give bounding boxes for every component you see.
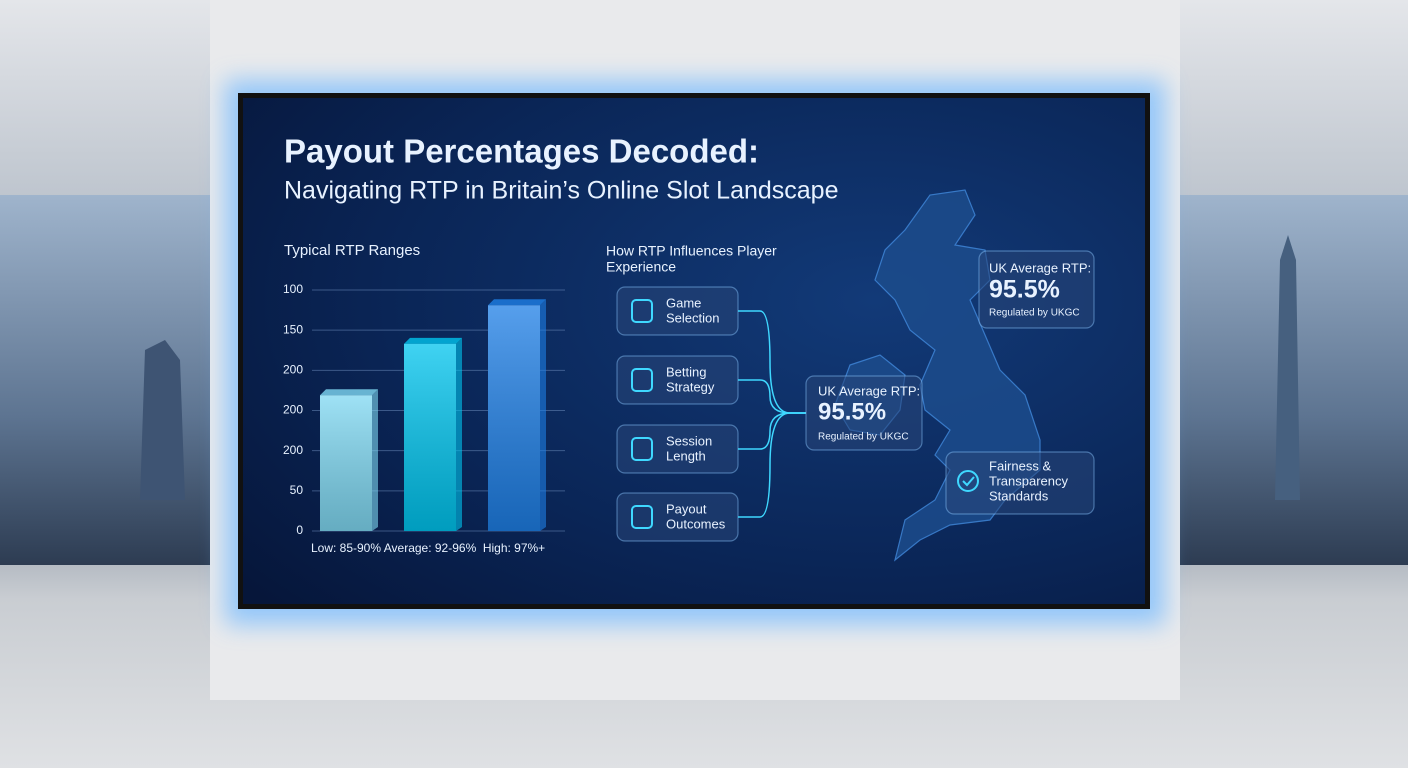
flow-item-label: Betting <box>666 364 706 379</box>
flow-item-label: Strategy <box>666 379 715 394</box>
tower <box>1275 235 1300 500</box>
connector <box>738 412 806 450</box>
rtp-card <box>978 250 1095 329</box>
flow-icon <box>631 299 653 323</box>
flow-item-label: Outcomes <box>666 516 726 531</box>
standards-line: Fairness & <box>989 458 1051 473</box>
bar-side <box>456 337 462 531</box>
rtp-label: UK Average RTP: <box>989 260 1091 275</box>
bar-top <box>488 299 546 306</box>
y-tick-label: 200 <box>283 403 303 417</box>
y-tick-label: 0 <box>296 523 303 537</box>
y-tick-label: 150 <box>283 322 303 336</box>
title: Payout Percentages Decoded: <box>284 133 759 170</box>
flow-item-label: Selection <box>666 310 719 325</box>
bar-side <box>372 389 378 531</box>
standards-card <box>945 451 1095 515</box>
rtp-note: Regulated by UKGC <box>989 308 1080 319</box>
bar-side <box>540 299 546 531</box>
flow-icon <box>631 505 653 529</box>
bar-top <box>320 389 378 396</box>
chart-title: Typical RTP Ranges <box>284 242 420 259</box>
flow-icon <box>631 368 653 392</box>
result-value: 95.5% <box>818 398 886 425</box>
connector <box>738 379 806 414</box>
result-note: Regulated by UKGC <box>818 432 909 443</box>
flow-title: Experience <box>606 259 676 275</box>
tower <box>140 340 185 500</box>
bar-shade <box>320 395 372 531</box>
rtp-value: 95.5% <box>989 276 1060 304</box>
x-tick-label: Average: 92-96% <box>384 541 477 555</box>
bar-top <box>404 337 462 344</box>
standards-line: Transparency <box>989 473 1068 488</box>
standards-line: Standards <box>989 488 1049 503</box>
y-tick-label: 200 <box>283 443 303 457</box>
flow-item-label: Length <box>666 448 706 463</box>
flow-item-label: Payout <box>666 501 707 516</box>
flow-item-label: Session <box>666 433 712 448</box>
result-card <box>805 375 923 451</box>
bar-shade <box>404 343 456 531</box>
result-label: UK Average RTP: <box>818 383 920 398</box>
subtitle: Navigating RTP in Britain’s Online Slot … <box>284 177 839 205</box>
y-tick-label: 50 <box>290 483 304 497</box>
y-tick-label: 200 <box>283 363 303 377</box>
x-tick-label: Low: 85-90% <box>311 541 381 555</box>
y-tick-label: 100 <box>283 282 303 296</box>
connector <box>738 310 806 414</box>
check-mark <box>962 476 975 487</box>
bar-shade <box>488 305 540 531</box>
connector <box>738 412 806 518</box>
flow-item-label: Game <box>666 295 701 310</box>
check-icon <box>957 470 979 492</box>
flow-icon <box>631 437 653 461</box>
flow-title: How RTP Influences Player <box>606 243 777 259</box>
x-tick-label: High: 97%+ <box>483 541 545 555</box>
